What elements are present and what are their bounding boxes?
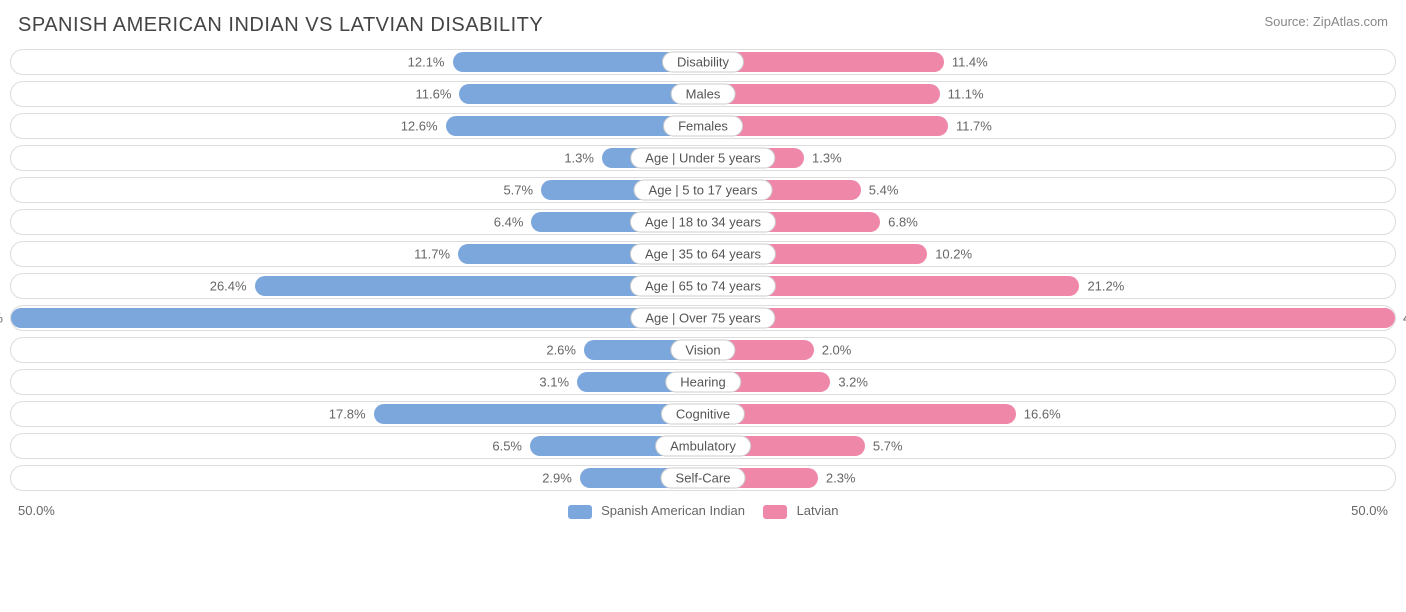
legend: Spanish American Indian Latvian: [568, 503, 839, 519]
chart-row: 26.4% 21.2% Age | 65 to 74 years: [10, 273, 1396, 299]
value-right: 2.0%: [822, 343, 852, 358]
bar-right: [703, 84, 940, 104]
value-left: 12.6%: [401, 119, 438, 134]
legend-label-left: Spanish American Indian: [601, 503, 745, 518]
row-label: Age | 5 to 17 years: [634, 180, 773, 201]
value-left: 3.1%: [539, 375, 569, 390]
diverging-bar-chart: 12.1% 11.4% Disability 11.6% 11.1% Males 12.6%…: [10, 49, 1396, 491]
value-right: 10.2%: [935, 247, 972, 262]
value-right: 6.8%: [888, 215, 918, 230]
value-left: 6.5%: [492, 439, 522, 454]
row-label: Ambulatory: [655, 436, 751, 457]
chart-header: SPANISH AMERICAN INDIAN VS LATVIAN DISAB…: [10, 10, 1396, 49]
row-label: Females: [663, 116, 743, 137]
axis-max-left: 50.0%: [18, 503, 55, 518]
row-label: Age | 18 to 34 years: [630, 212, 776, 233]
chart-row: 2.6% 2.0% Vision: [10, 337, 1396, 363]
chart-row: 5.7% 5.4% Age | 5 to 17 years: [10, 177, 1396, 203]
chart-footer: 50.0% Spanish American Indian Latvian 50…: [10, 497, 1396, 521]
bar-left: [374, 404, 703, 424]
row-label: Cognitive: [661, 404, 745, 425]
axis-max-right: 50.0%: [1351, 503, 1388, 518]
value-right: 16.6%: [1024, 407, 1061, 422]
row-label: Vision: [670, 340, 735, 361]
chart-row: 11.7% 10.2% Age | 35 to 64 years: [10, 241, 1396, 267]
value-left: 17.8%: [329, 407, 366, 422]
row-label: Age | Under 5 years: [630, 148, 775, 169]
chart-row: 17.8% 16.6% Cognitive: [10, 401, 1396, 427]
bar-right: [703, 308, 1395, 328]
value-left: 26.4%: [210, 279, 247, 294]
value-left: 6.4%: [494, 215, 524, 230]
row-label: Hearing: [665, 372, 741, 393]
chart-row: 1.3% 1.3% Age | Under 5 years: [10, 145, 1396, 171]
chart-row: 12.1% 11.4% Disability: [10, 49, 1396, 75]
row-label: Self-Care: [661, 468, 746, 489]
value-right: 3.2%: [838, 375, 868, 390]
value-right: 1.3%: [812, 151, 842, 166]
value-left: 11.6%: [416, 87, 452, 102]
value-left: 49.9%: [0, 311, 3, 326]
chart-row: 2.9% 2.3% Self-Care: [10, 465, 1396, 491]
value-right: 11.4%: [952, 55, 988, 70]
chart-row: 6.4% 6.8% Age | 18 to 34 years: [10, 209, 1396, 235]
bar-left: [459, 84, 703, 104]
value-left: 2.9%: [542, 471, 572, 486]
row-label: Age | 65 to 74 years: [630, 276, 776, 297]
bar-right: [703, 404, 1016, 424]
value-left: 1.3%: [564, 151, 594, 166]
chart-row: 11.6% 11.1% Males: [10, 81, 1396, 107]
value-right: 2.3%: [826, 471, 856, 486]
value-left: 5.7%: [503, 183, 533, 198]
value-right: 21.2%: [1087, 279, 1124, 294]
legend-swatch-left: [568, 505, 592, 519]
value-left: 11.7%: [414, 247, 450, 262]
bar-left: [11, 308, 703, 328]
row-label: Males: [671, 84, 736, 105]
value-right: 11.1%: [948, 87, 984, 102]
legend-label-right: Latvian: [797, 503, 839, 518]
value-right: 5.7%: [873, 439, 903, 454]
row-label: Age | 35 to 64 years: [630, 244, 776, 265]
legend-item-right: Latvian: [763, 503, 839, 519]
row-label: Disability: [662, 52, 744, 73]
row-label: Age | Over 75 years: [630, 308, 775, 329]
chart-source: Source: ZipAtlas.com: [1264, 14, 1388, 29]
value-right: 5.4%: [869, 183, 899, 198]
chart-row: 6.5% 5.7% Ambulatory: [10, 433, 1396, 459]
chart-row: 3.1% 3.2% Hearing: [10, 369, 1396, 395]
legend-item-left: Spanish American Indian: [568, 503, 745, 519]
value-left: 12.1%: [408, 55, 445, 70]
value-left: 2.6%: [546, 343, 576, 358]
chart-title: SPANISH AMERICAN INDIAN VS LATVIAN DISAB…: [18, 14, 543, 37]
value-right: 11.7%: [956, 119, 992, 134]
chart-row: 12.6% 11.7% Females: [10, 113, 1396, 139]
chart-row: 49.9%45.1%Age | Over 75 years: [10, 305, 1396, 331]
legend-swatch-right: [763, 505, 787, 519]
